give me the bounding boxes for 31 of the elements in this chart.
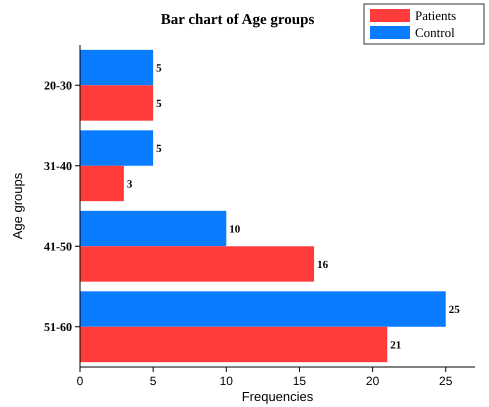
bar <box>80 130 154 166</box>
bar <box>80 326 388 362</box>
y-tick-label: 41-50 <box>44 239 72 254</box>
data-label: 16 <box>317 258 329 271</box>
chart-title: Bar chart of Age groups <box>160 12 314 28</box>
data-label: 21 <box>390 339 402 352</box>
x-tick-label: 10 <box>220 374 234 388</box>
bar <box>80 85 154 121</box>
data-label: 5 <box>156 98 162 110</box>
bar <box>80 50 154 86</box>
bar <box>80 246 314 282</box>
bar <box>80 166 124 202</box>
data-label: 5 <box>156 143 162 156</box>
x-tick-label: 20 <box>366 374 380 388</box>
data-label: 25 <box>448 304 460 316</box>
legend-label: Control <box>415 25 456 40</box>
data-label: 10 <box>229 224 241 236</box>
x-tick-label: 0 <box>76 374 84 388</box>
y-tick-label: 31-40 <box>44 158 72 173</box>
y-tick-label: 51-60 <box>44 320 72 334</box>
bar <box>80 210 226 246</box>
legend-label: Patients <box>415 8 456 23</box>
x-tick-label: 25 <box>439 374 453 388</box>
x-tick-label: 15 <box>292 374 306 388</box>
x-tick-label: 5 <box>150 374 157 388</box>
x-axis-title: Frequencies <box>242 389 314 404</box>
data-label: 3 <box>126 178 133 190</box>
data-label: 5 <box>156 62 162 75</box>
bar <box>80 291 446 327</box>
y-tick-label: 20-30 <box>44 78 72 92</box>
y-axis-title: Age groups <box>10 172 25 240</box>
